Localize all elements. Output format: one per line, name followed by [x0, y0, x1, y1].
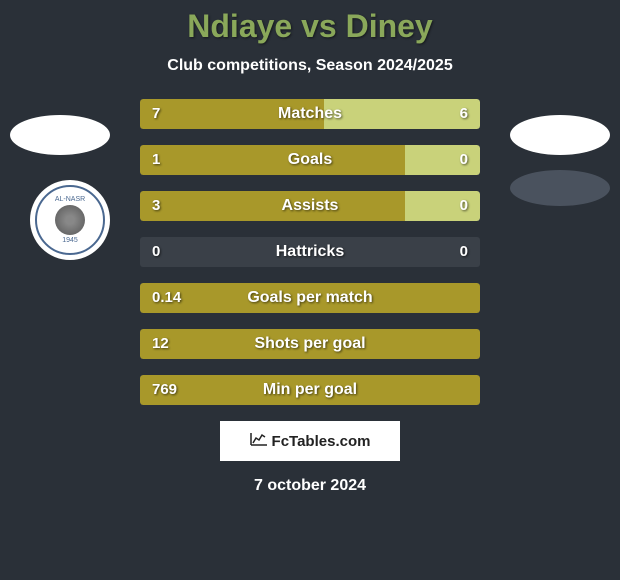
subtitle: Club competitions, Season 2024/2025 [0, 57, 620, 75]
player2-secondary-badge [510, 170, 610, 206]
club-logo-year: 1945 [62, 237, 78, 244]
ellipse-icon [10, 115, 110, 155]
watermark-text: FcTables.com [272, 433, 371, 450]
soccer-ball-icon [55, 205, 85, 235]
comparison-infographic: Ndiaye vs Diney Club competitions, Seaso… [0, 0, 620, 580]
player1-badge [10, 115, 110, 155]
stat-bar-row: 0.14Goals per match [140, 283, 480, 313]
player2-badge [510, 115, 610, 155]
ellipse-icon [510, 115, 610, 155]
stat-bar-row: 769Min per goal [140, 375, 480, 405]
stat-bar-row: 00Hattricks [140, 237, 480, 267]
stat-bars: 76Matches 10Goals 30Assists 00Hattricks 0.14… [140, 99, 480, 405]
club-logo-top-text: AL-NASR [55, 196, 85, 203]
bar-label: Goals [140, 145, 480, 175]
stat-bar-row: 10Goals [140, 145, 480, 175]
stat-bar-row: 76Matches [140, 99, 480, 129]
bar-label: Assists [140, 191, 480, 221]
stat-bar-row: 30Assists [140, 191, 480, 221]
bar-label: Hattricks [140, 237, 480, 267]
stat-bar-row: 12Shots per goal [140, 329, 480, 359]
title: Ndiaye vs Diney [0, 8, 620, 45]
bar-label: Matches [140, 99, 480, 129]
bar-label: Min per goal [140, 375, 480, 405]
watermark: FcTables.com [220, 421, 400, 461]
club-logo-inner: AL-NASR 1945 [35, 185, 105, 255]
bar-label: Goals per match [140, 283, 480, 313]
chart-icon [250, 432, 268, 451]
date: 7 october 2024 [0, 477, 620, 495]
club-logo: AL-NASR 1945 [30, 180, 110, 260]
bar-label: Shots per goal [140, 329, 480, 359]
